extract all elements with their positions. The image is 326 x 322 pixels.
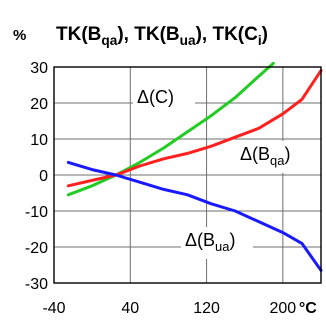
subscript: ua [215, 239, 230, 254]
curve-labels: Δ(C)Δ(Bqa)Δ(Bua) [133, 84, 308, 259]
text-part: ) [284, 144, 290, 164]
x-tick-label: 200 [270, 300, 297, 317]
subscript: qa [101, 33, 117, 48]
y-tick-label: -20 [25, 240, 48, 257]
subscript: i [258, 33, 262, 48]
text-part: ), TK(B [117, 24, 179, 45]
y-tick-label: 30 [30, 60, 48, 77]
series-line [66, 160, 323, 272]
y-tick-label: 0 [39, 168, 48, 185]
tick-labels: 30 20 10 0 -10 -20 -30 -40 40 120 200 °C [25, 60, 317, 317]
curve-label-bg [236, 141, 308, 173]
text-part: Δ(C) [137, 87, 174, 107]
x-tick-label: 40 [121, 300, 139, 317]
y-tick-label: -10 [25, 204, 48, 221]
text-part: ) [262, 24, 268, 45]
series-layer [66, 61, 323, 272]
y-axis-unit-label: % [13, 27, 26, 44]
y-tick-label: 10 [30, 132, 48, 149]
subscript: ua [180, 33, 196, 48]
x-tick-label: 120 [193, 300, 220, 317]
text-part: ) [229, 230, 235, 250]
y-tick-label: 20 [30, 96, 48, 113]
text-part: Δ(B [240, 144, 270, 164]
curve-label-bg [181, 227, 253, 259]
y-tick-label: -30 [25, 276, 48, 293]
text-part: Δ(B [185, 230, 215, 250]
text-part: TK(B [56, 24, 101, 45]
chart-title: TK(Bqa), TK(Bua), TK(Ci) [56, 24, 268, 48]
text-part: ), TK(C [196, 24, 259, 45]
plot-frame [53, 66, 322, 284]
x-tick-label: -40 [42, 300, 65, 317]
subscript: qa [270, 153, 285, 168]
curve-label: Δ(Bqa) [240, 144, 290, 168]
x-axis-unit-label: °C [299, 300, 317, 317]
curve-label: Δ(C) [137, 87, 174, 107]
series-line [66, 61, 275, 197]
curve-label-bg [133, 84, 195, 110]
curve-label: Δ(Bua) [185, 230, 235, 254]
series-line [66, 69, 323, 188]
